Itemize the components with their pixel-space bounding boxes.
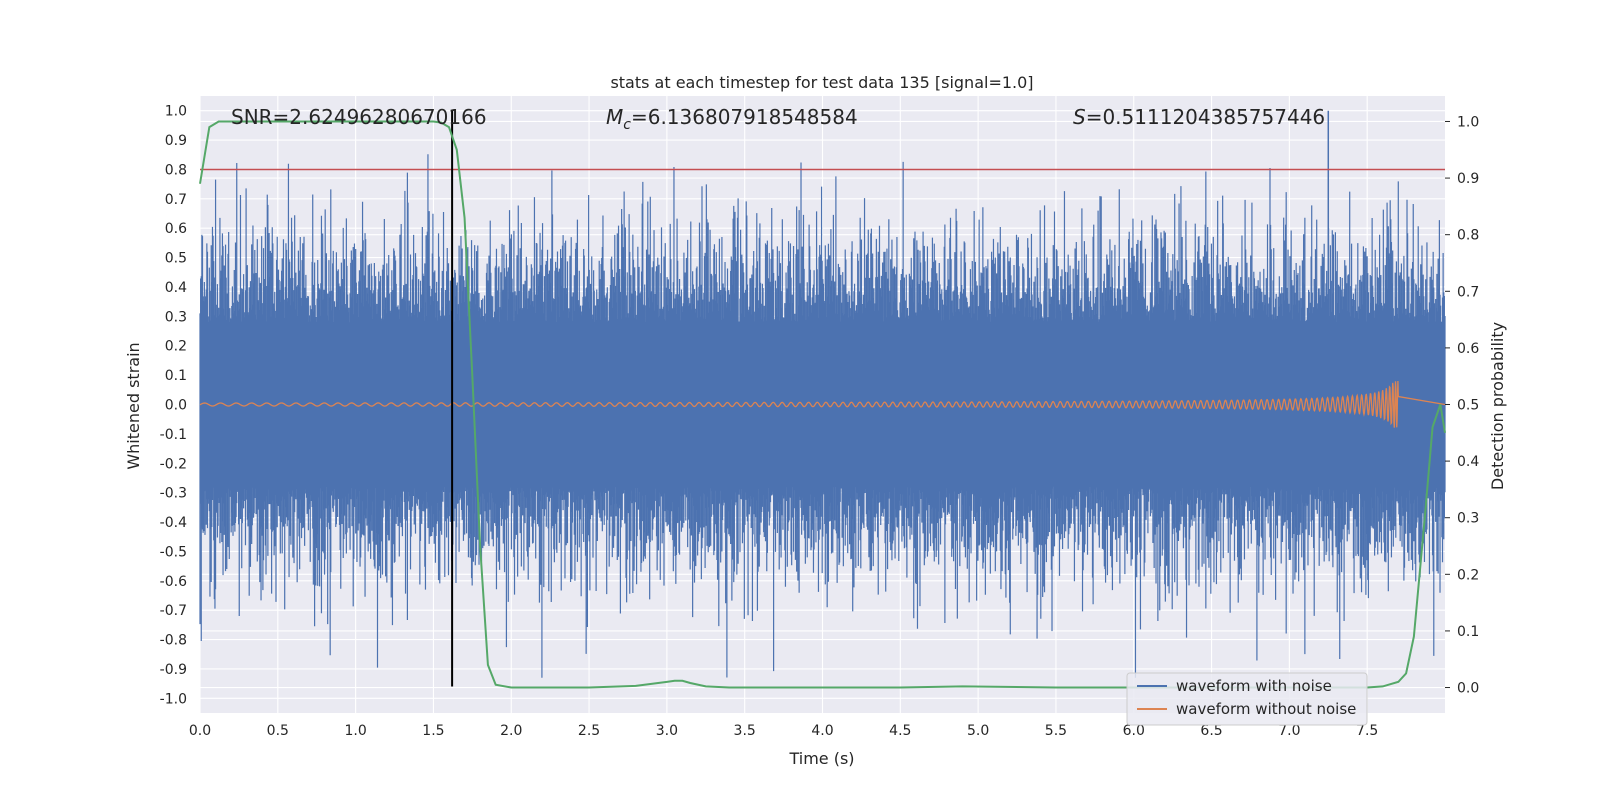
y-tick-label: 0.5 xyxy=(165,251,187,267)
y2-tick-label: 0.0 xyxy=(1457,681,1479,697)
signal-waveform xyxy=(199,380,1446,428)
signal-series xyxy=(199,380,1446,428)
x-tick-label: 2.0 xyxy=(500,723,522,739)
reference-lines xyxy=(200,110,1445,687)
x-tick-label: 2.5 xyxy=(578,723,600,739)
y2-tick-label: 0.3 xyxy=(1457,511,1479,527)
y-tick-label: 1.0 xyxy=(165,104,187,120)
y-tick-label: 0.8 xyxy=(165,162,187,178)
chirp-mass-symbol: M xyxy=(606,105,623,129)
y-tick-label: 0.0 xyxy=(165,398,187,414)
snr-annotation: SNR=2.62496280670166 xyxy=(231,105,487,129)
y2-axis-label: Detection probability xyxy=(1488,322,1507,490)
y-tick-label: 0.2 xyxy=(165,339,187,355)
y2-tick-label: 0.7 xyxy=(1457,284,1479,300)
x-axis-label: Time (s) xyxy=(788,749,854,768)
s-annotation: S=0.5111204385757446 xyxy=(1073,105,1325,129)
y-tick-label: -1.0 xyxy=(160,691,187,707)
y-tick-label: 0.9 xyxy=(165,133,187,149)
chirp-mass-subscript: c xyxy=(623,117,631,133)
y-tick-label: 0.3 xyxy=(165,309,187,325)
x-tick-label: 4.0 xyxy=(811,723,833,739)
y-tick-label: -0.8 xyxy=(160,633,187,649)
x-tick-label: 3.5 xyxy=(734,723,756,739)
y-tick-label: 0.4 xyxy=(165,280,187,296)
legend-label-noise: waveform with noise xyxy=(1176,677,1332,695)
y2-tick-label: 0.5 xyxy=(1457,398,1479,414)
x-tick-label: 6.5 xyxy=(1200,723,1222,739)
legend-label-signal: waveform without noise xyxy=(1176,700,1356,718)
y-tick-label: -0.4 xyxy=(160,515,187,531)
legend: waveform with noise waveform without noi… xyxy=(1126,672,1368,726)
y-tick-label: -0.7 xyxy=(160,603,187,619)
y-tick-label: -0.1 xyxy=(160,427,187,443)
y2-tick-label: 0.1 xyxy=(1457,624,1479,640)
x-tick-label: 7.0 xyxy=(1278,723,1300,739)
y-tick-label: -0.9 xyxy=(160,662,187,678)
tick-labels: 0.0 0.5 1.0 1.5 2.0 2.5 3.0 3.5 4.0 4.5 5.0 5.5 6.0 6… xyxy=(160,104,1480,739)
y2-tick-label: 0.6 xyxy=(1457,341,1479,357)
y2-tick-label: 0.8 xyxy=(1457,228,1479,244)
y-tick-label: 0.6 xyxy=(165,221,187,237)
y-tick-label: 0.7 xyxy=(165,192,187,208)
s-symbol: S xyxy=(1073,105,1086,129)
noise-series xyxy=(199,110,1446,678)
y2-tick-label: 0.9 xyxy=(1457,171,1479,187)
probability-series xyxy=(199,120,1446,689)
x-tick-label: 7.5 xyxy=(1356,723,1378,739)
y-tick-label: -0.6 xyxy=(160,574,187,590)
y-tick-label: -0.5 xyxy=(160,544,187,560)
chirp-mass-value: =6.136807918548584 xyxy=(631,105,858,129)
y2-tick-label: 0.2 xyxy=(1457,567,1479,583)
y-tick-label: -0.2 xyxy=(160,456,187,472)
x-tick-label: 1.5 xyxy=(422,723,444,739)
y2-tick-label: 1.0 xyxy=(1457,114,1479,130)
y-axis-label: Whitened strain xyxy=(124,342,143,469)
y-tick-label: -0.3 xyxy=(160,486,187,502)
x-tick-label: 4.5 xyxy=(889,723,911,739)
chart-title: stats at each timestep for test data 135… xyxy=(610,73,1033,92)
y2-tick-label: 0.4 xyxy=(1457,454,1479,470)
x-tick-label: 6.0 xyxy=(1123,723,1145,739)
x-tick-label: 0.5 xyxy=(267,723,289,739)
chirp-mass-annotation: Mc=6.136807918548584 xyxy=(606,105,858,133)
y-tick-label: 0.1 xyxy=(165,368,187,384)
legend-box xyxy=(1126,672,1368,726)
x-tick-label: 5.0 xyxy=(967,723,989,739)
probability-line xyxy=(199,120,1446,689)
x-tick-label: 5.5 xyxy=(1045,723,1067,739)
x-tick-label: 3.0 xyxy=(656,723,678,739)
s-value: =0.5111204385757446 xyxy=(1086,105,1325,129)
x-tick-label: 0.0 xyxy=(189,723,211,739)
x-tick-label: 1.0 xyxy=(344,723,366,739)
